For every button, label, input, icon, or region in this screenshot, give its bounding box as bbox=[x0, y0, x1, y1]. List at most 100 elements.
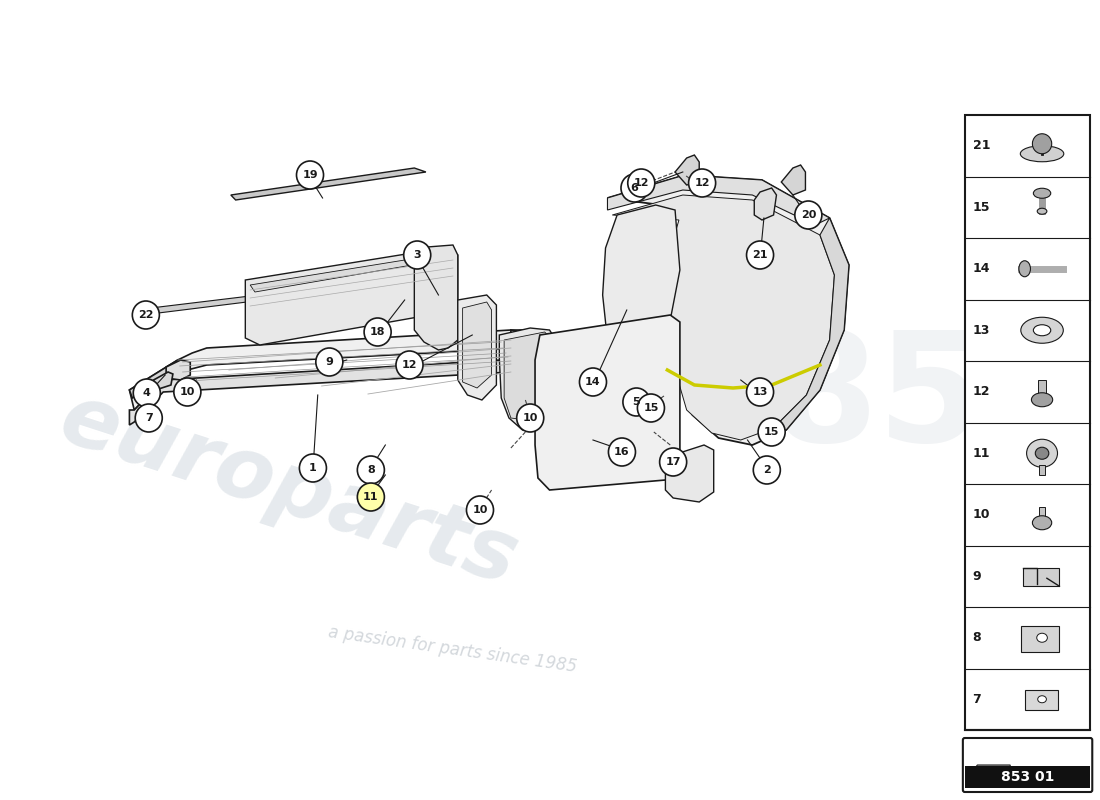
Text: 12: 12 bbox=[634, 178, 649, 188]
Bar bbox=[965, 766, 1090, 788]
Polygon shape bbox=[415, 245, 458, 350]
Circle shape bbox=[404, 241, 431, 269]
Circle shape bbox=[396, 351, 424, 379]
Circle shape bbox=[795, 201, 822, 229]
Polygon shape bbox=[245, 248, 458, 345]
Text: 8: 8 bbox=[972, 631, 981, 644]
Text: 22: 22 bbox=[139, 310, 154, 320]
Polygon shape bbox=[603, 205, 680, 368]
Polygon shape bbox=[130, 355, 540, 425]
Circle shape bbox=[747, 378, 773, 406]
Polygon shape bbox=[231, 168, 426, 200]
Text: 3: 3 bbox=[414, 250, 421, 260]
Circle shape bbox=[358, 456, 384, 484]
Circle shape bbox=[758, 418, 785, 446]
Text: 20: 20 bbox=[801, 210, 816, 220]
Ellipse shape bbox=[1037, 208, 1047, 214]
Text: 16: 16 bbox=[614, 447, 630, 457]
Polygon shape bbox=[971, 765, 1010, 782]
Bar bbox=[1038, 380, 1046, 400]
Ellipse shape bbox=[1037, 696, 1046, 702]
Ellipse shape bbox=[1036, 634, 1047, 642]
Ellipse shape bbox=[1021, 146, 1064, 162]
Circle shape bbox=[637, 394, 664, 422]
Text: 4: 4 bbox=[143, 388, 151, 398]
Circle shape bbox=[135, 404, 163, 432]
Polygon shape bbox=[134, 275, 424, 316]
Text: 10: 10 bbox=[522, 413, 538, 423]
Polygon shape bbox=[130, 360, 180, 398]
Bar bbox=[1040, 466, 1045, 475]
Bar bbox=[1040, 506, 1045, 522]
Circle shape bbox=[466, 496, 494, 524]
Polygon shape bbox=[130, 330, 540, 410]
Circle shape bbox=[608, 438, 636, 466]
Text: 8: 8 bbox=[367, 465, 375, 475]
Text: 6: 6 bbox=[630, 183, 638, 193]
Circle shape bbox=[623, 388, 650, 416]
Circle shape bbox=[628, 169, 654, 197]
Bar bbox=[965, 115, 1090, 730]
Text: 85: 85 bbox=[771, 326, 984, 474]
Circle shape bbox=[621, 174, 648, 202]
Text: 1: 1 bbox=[309, 463, 317, 473]
Text: 11: 11 bbox=[972, 446, 990, 460]
Circle shape bbox=[358, 483, 384, 511]
Text: 21: 21 bbox=[972, 139, 990, 152]
Text: 15: 15 bbox=[972, 201, 990, 214]
Ellipse shape bbox=[1033, 325, 1050, 336]
Circle shape bbox=[517, 404, 543, 432]
Circle shape bbox=[297, 161, 323, 189]
Text: 2: 2 bbox=[763, 465, 771, 475]
Ellipse shape bbox=[1033, 516, 1052, 530]
Polygon shape bbox=[499, 328, 561, 432]
Text: 9: 9 bbox=[326, 357, 333, 367]
Circle shape bbox=[133, 379, 161, 407]
Polygon shape bbox=[755, 188, 777, 220]
Circle shape bbox=[660, 448, 686, 476]
Circle shape bbox=[580, 368, 606, 396]
Text: 21: 21 bbox=[752, 250, 768, 260]
Polygon shape bbox=[613, 195, 835, 440]
Text: 10: 10 bbox=[179, 387, 195, 397]
Polygon shape bbox=[617, 382, 663, 428]
Ellipse shape bbox=[1026, 439, 1057, 467]
Text: 14: 14 bbox=[585, 377, 601, 387]
Ellipse shape bbox=[1032, 393, 1053, 406]
Text: 18: 18 bbox=[370, 327, 385, 337]
Polygon shape bbox=[773, 218, 849, 430]
Polygon shape bbox=[607, 175, 829, 225]
Text: 11: 11 bbox=[363, 492, 378, 502]
Polygon shape bbox=[675, 155, 700, 185]
Text: 13: 13 bbox=[972, 324, 990, 337]
Text: 13: 13 bbox=[752, 387, 768, 397]
FancyBboxPatch shape bbox=[962, 738, 1092, 792]
Text: 14: 14 bbox=[972, 262, 990, 275]
Ellipse shape bbox=[1035, 447, 1048, 459]
Text: 19: 19 bbox=[302, 170, 318, 180]
Text: 10: 10 bbox=[972, 508, 990, 522]
Text: 15: 15 bbox=[644, 403, 659, 413]
Text: 7: 7 bbox=[145, 413, 153, 423]
Polygon shape bbox=[535, 315, 680, 490]
Polygon shape bbox=[540, 392, 641, 460]
Polygon shape bbox=[607, 175, 849, 445]
Text: 853 01: 853 01 bbox=[1001, 770, 1054, 784]
Ellipse shape bbox=[1033, 188, 1050, 198]
Bar bbox=[1021, 626, 1059, 652]
Text: a passion for parts since 1985: a passion for parts since 1985 bbox=[328, 624, 579, 676]
Text: 17: 17 bbox=[666, 457, 681, 467]
Circle shape bbox=[174, 378, 201, 406]
Text: 12: 12 bbox=[972, 386, 990, 398]
Circle shape bbox=[364, 318, 392, 346]
Polygon shape bbox=[166, 360, 190, 380]
Polygon shape bbox=[781, 165, 805, 195]
Circle shape bbox=[754, 456, 780, 484]
Polygon shape bbox=[666, 445, 714, 502]
Polygon shape bbox=[458, 295, 496, 400]
Polygon shape bbox=[502, 330, 550, 390]
Ellipse shape bbox=[1019, 261, 1031, 277]
Ellipse shape bbox=[1021, 318, 1064, 343]
Text: 7: 7 bbox=[972, 693, 981, 706]
Ellipse shape bbox=[1033, 134, 1052, 154]
